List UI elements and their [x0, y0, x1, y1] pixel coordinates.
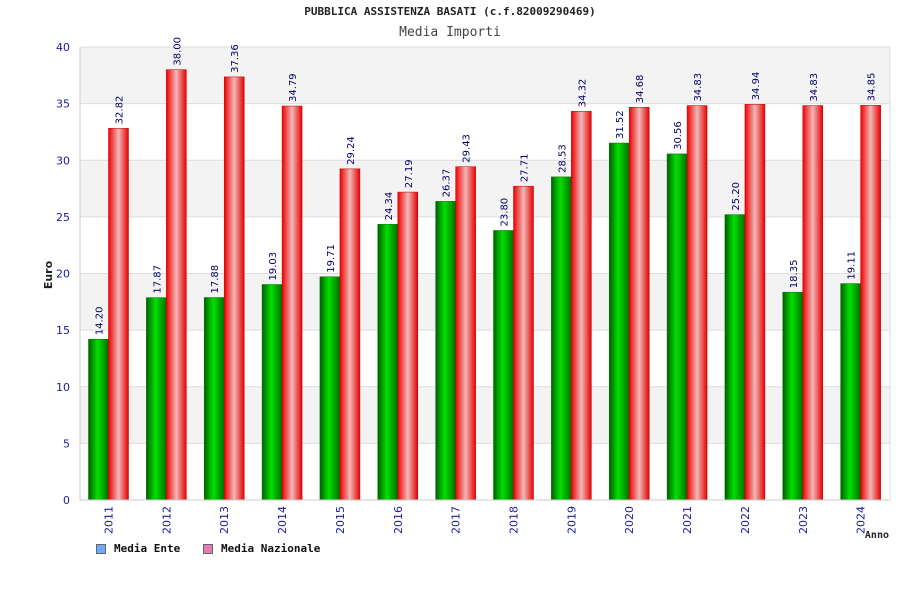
- data-label: 37.36: [230, 44, 241, 73]
- plot-band: [80, 160, 890, 217]
- bar-media-ente: [608, 142, 630, 501]
- bar-media-ente: [88, 338, 109, 501]
- chart-title: PUBBLICA ASSISTENZA BASATI (c.f.82009290…: [304, 5, 596, 18]
- data-label: 18.35: [789, 260, 800, 289]
- plot-band: [80, 273, 890, 331]
- data-label: 23.80: [500, 198, 511, 227]
- data-label: 28.53: [557, 144, 568, 173]
- data-label: 27.71: [520, 154, 531, 183]
- data-label: 26.37: [442, 169, 453, 198]
- data-label: 19.71: [326, 244, 337, 273]
- bar-media-nazionale: [744, 104, 766, 501]
- bar-media-nazionale: [571, 111, 592, 501]
- legend-item-media-ente: Media Ente: [96, 542, 180, 555]
- x-tick-label: 2012: [160, 506, 173, 534]
- y-tick-label: 15: [56, 324, 70, 337]
- y-tick-label: 0: [63, 494, 70, 507]
- data-label: 29.24: [346, 136, 357, 165]
- x-tick-label: 2023: [797, 506, 810, 534]
- data-label: 29.43: [462, 134, 473, 163]
- y-tick-label: 10: [56, 381, 70, 394]
- data-label: 25.20: [731, 182, 742, 211]
- x-tick-label: 2018: [508, 506, 521, 534]
- x-tick-label: 2016: [392, 506, 405, 534]
- x-tick-label: 2022: [739, 506, 752, 534]
- x-tick-label: 2019: [565, 506, 578, 534]
- bar-media-ente: [782, 291, 804, 501]
- data-label: 27.19: [404, 159, 415, 188]
- data-label: 19.03: [268, 252, 279, 281]
- plot-band: [80, 103, 890, 161]
- data-label: 34.83: [809, 73, 820, 102]
- y-tick-label: 25: [56, 211, 70, 224]
- y-axis-title: Euro: [42, 260, 55, 289]
- bar-media-ente: [724, 214, 746, 501]
- data-label: 31.52: [615, 110, 626, 139]
- data-label: 24.34: [384, 192, 395, 221]
- bar-media-ente: [551, 176, 572, 501]
- legend-label-ente: Media Ente: [114, 542, 181, 555]
- data-label: 14.20: [95, 307, 106, 336]
- bar-media-nazionale: [686, 105, 708, 501]
- x-tick-label: 2015: [334, 506, 347, 534]
- y-tick-label: 20: [56, 268, 70, 281]
- bar-media-nazionale: [339, 168, 361, 501]
- bar-media-ente: [377, 224, 399, 501]
- plot-band: [80, 216, 890, 274]
- data-label: 19.11: [847, 251, 858, 280]
- data-label: 34.85: [867, 73, 878, 102]
- bar-media-ente: [666, 153, 688, 501]
- bar-media-nazionale: [802, 105, 824, 501]
- data-label: 17.87: [152, 265, 163, 294]
- bar-media-nazionale: [455, 166, 476, 501]
- data-label: 34.32: [577, 79, 588, 108]
- bar-media-nazionale: [397, 191, 419, 501]
- x-tick-label: 2011: [103, 506, 116, 534]
- x-tick-label: 2017: [450, 506, 463, 534]
- bar-media-nazionale: [860, 105, 881, 501]
- chart-subtitle: Media Importi: [399, 25, 501, 40]
- legend-label-nazionale: Media Nazionale: [221, 542, 321, 555]
- legend-swatch-ente: [96, 543, 106, 554]
- data-label: 34.68: [635, 75, 646, 104]
- x-tick-label: 2013: [218, 506, 231, 534]
- y-tick-label: 40: [56, 41, 70, 54]
- bar-media-nazionale: [281, 105, 303, 501]
- data-label: 34.94: [751, 72, 762, 101]
- plot-band: [80, 330, 890, 387]
- y-tick-label: 35: [56, 98, 70, 111]
- x-tick-label: 2014: [276, 506, 289, 534]
- y-tick-label: 5: [63, 437, 70, 450]
- data-label: 38.00: [172, 37, 183, 66]
- bar-media-nazionale: [166, 69, 187, 501]
- y-tick-label: 30: [56, 154, 70, 167]
- bar-media-nazionale: [223, 76, 245, 501]
- bar-media-nazionale: [108, 128, 129, 501]
- bar-media-ente: [435, 201, 456, 501]
- bar-media-ente: [493, 230, 514, 501]
- data-label: 17.88: [210, 265, 221, 294]
- legend-swatch-nazionale: [203, 543, 213, 554]
- plot-band: [80, 47, 890, 104]
- legend-item-media-nazionale: Media Nazionale: [203, 542, 320, 555]
- bar-media-nazionale: [628, 106, 650, 501]
- x-tick-label: 2024: [855, 506, 868, 534]
- bar-media-ente: [261, 284, 283, 501]
- data-label: 30.56: [673, 121, 684, 150]
- bar-media-nazionale: [513, 185, 534, 501]
- data-label: 34.83: [693, 73, 704, 102]
- plot-band: [80, 443, 890, 500]
- bar-media-ente: [203, 297, 225, 501]
- data-label: 32.82: [115, 96, 126, 125]
- bar-media-ente: [840, 283, 861, 501]
- bar-media-ente: [146, 297, 167, 501]
- x-tick-label: 2020: [623, 506, 636, 534]
- bar-media-ente: [319, 276, 341, 501]
- plot-band: [80, 386, 890, 444]
- x-axis-title: Anno: [865, 530, 889, 541]
- x-tick-label: 2021: [681, 506, 694, 534]
- data-label: 34.79: [288, 73, 299, 102]
